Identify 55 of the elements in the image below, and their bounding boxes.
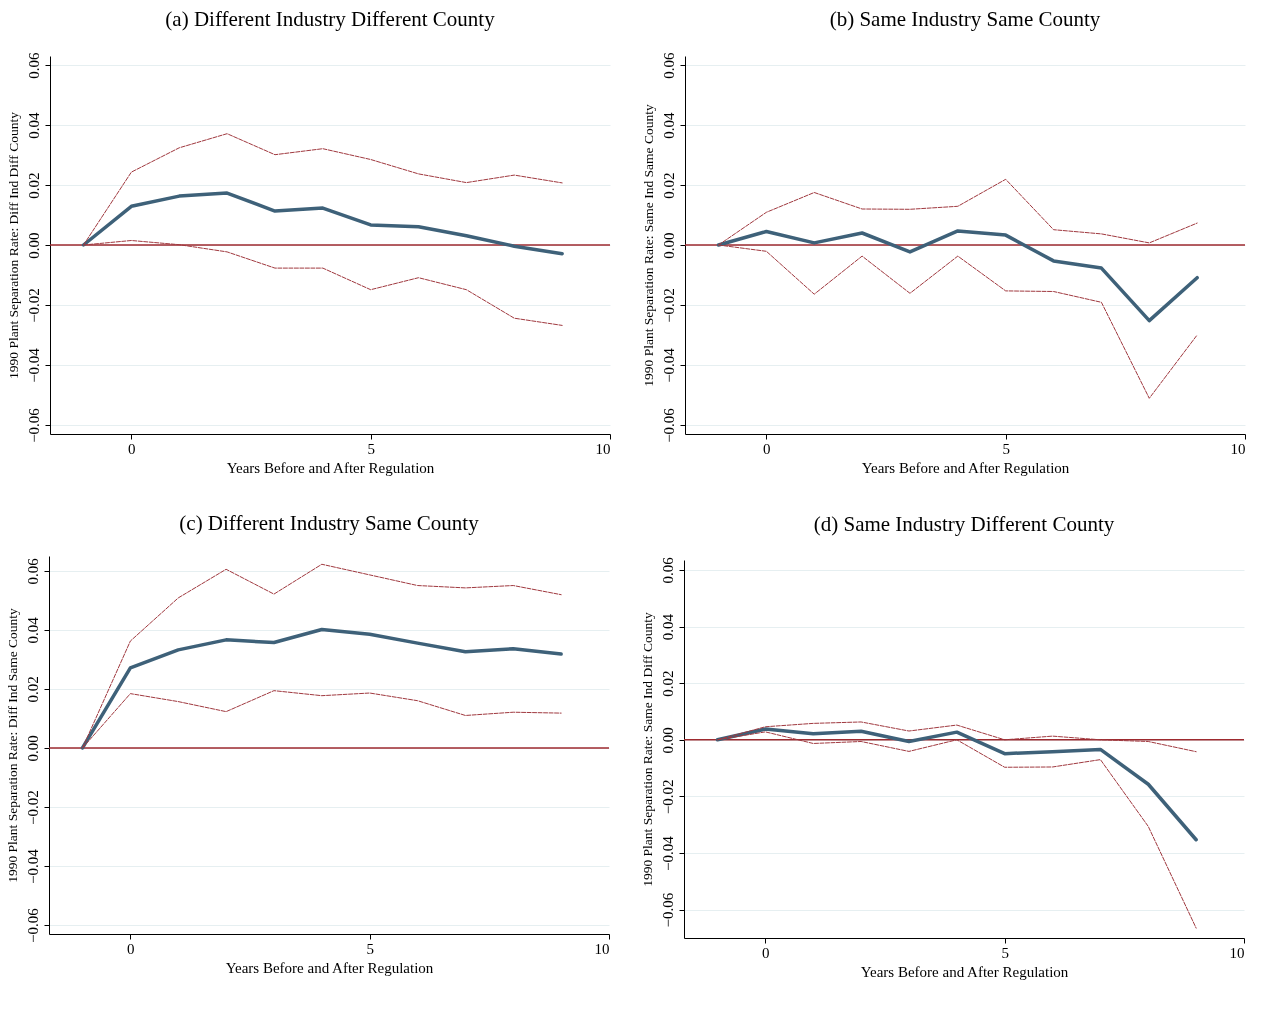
y-tick-label: 0.06 (25, 51, 42, 79)
y-tick-label: 0.00 (660, 232, 677, 259)
y-tick-label: 0.04 (25, 111, 42, 139)
y-tick-label: −0.06 (660, 407, 677, 443)
chart-title: (d) Same Industry Different County (813, 511, 1115, 536)
chart-title: (b) Same Industry Same County (829, 6, 1101, 31)
y-tick-label: 0.02 (24, 676, 41, 703)
chart-title: (c) Different Industry Same County (179, 511, 480, 535)
x-tick-label: 10 (1230, 440, 1246, 457)
x-tick-label: 10 (594, 940, 610, 957)
y-tick-label: −0.06 (659, 892, 676, 928)
y-tick-label: 0.06 (24, 557, 41, 585)
x-tick-label: 10 (595, 440, 611, 457)
line-series (716, 229, 1199, 323)
y-tick-label: −0.04 (25, 347, 42, 383)
chart-title: (a) Different Industry Different County (165, 6, 496, 31)
x-axis-title: Years Before and After Regulation (861, 459, 1070, 476)
y-axis-title: 1990 Plant Separation Rate: Same Ind Same County (640, 104, 656, 387)
y-tick-label: −0.04 (660, 347, 677, 383)
x-tick-label: 5 (1001, 944, 1009, 961)
x-axis-title: Years Before and After Regulation (860, 963, 1069, 980)
y-tick-label: 0.00 (25, 232, 42, 259)
y-tick-label: −0.02 (659, 779, 676, 815)
y-tick-label: 0.02 (25, 172, 42, 199)
y-tick-label: 0.00 (24, 735, 41, 762)
y-tick-label: −0.02 (24, 790, 41, 825)
y-tick-label: −0.04 (659, 835, 676, 871)
x-axis-title: Years Before and After Regulation (225, 959, 434, 976)
y-tick-label: 0.00 (659, 727, 676, 754)
y-tick-label: −0.02 (660, 288, 677, 323)
y-axis-title: 1990 Plant Separation Rate: Same Ind Diff County (639, 611, 655, 887)
y-tick-label: −0.06 (24, 907, 41, 943)
y-axis-title: 1990 Plant Separation Rate: Diff Ind Diff County (5, 111, 21, 379)
y-tick-label: 0.06 (659, 556, 676, 584)
x-tick-label: 0 (127, 940, 135, 957)
y-tick-label: 0.06 (660, 51, 677, 79)
line-series (81, 191, 564, 256)
y-axis-title: 1990 Plant Separation Rate: Diff Ind Same County (4, 607, 20, 883)
y-tick-label: 0.04 (659, 613, 676, 641)
x-tick-label: 10 (1229, 944, 1245, 961)
y-tick-label: 0.02 (660, 172, 677, 199)
x-tick-label: 0 (763, 440, 771, 457)
line-series (715, 727, 1198, 842)
y-tick-label: 0.04 (660, 111, 677, 139)
x-axis-title: Years Before and After Regulation (226, 459, 435, 476)
y-tick-label: −0.04 (24, 848, 41, 884)
y-tick-label: 0.04 (24, 616, 41, 644)
x-tick-label: 0 (128, 440, 136, 457)
y-tick-label: −0.06 (25, 407, 42, 443)
y-tick-label: −0.02 (25, 288, 42, 323)
x-tick-label: 5 (366, 940, 374, 957)
y-tick-label: 0.02 (659, 670, 676, 697)
x-tick-label: 5 (1002, 440, 1010, 457)
x-tick-label: 0 (762, 944, 770, 961)
x-tick-label: 5 (367, 440, 375, 457)
